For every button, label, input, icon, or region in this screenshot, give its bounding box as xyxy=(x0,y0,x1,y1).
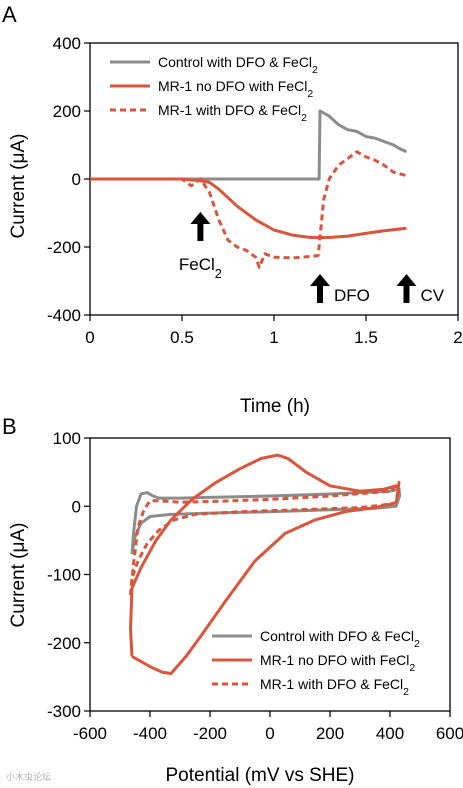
panel-b-series xyxy=(129,453,402,675)
x-tick-label: 1 xyxy=(269,328,278,347)
panel-b-x-axis-title: Potential (mV vs SHE) xyxy=(166,765,355,786)
x-tick-label: -600 xyxy=(73,724,107,743)
series-line-3 xyxy=(90,150,407,269)
panel-b-axes: -600 -400 -200 0 200 400 600 100 0 -100 -200 -300 xyxy=(47,429,463,743)
y-tick-label: 0 xyxy=(72,170,81,189)
panel-b-label: B xyxy=(2,414,17,439)
x-tick-label: 0 xyxy=(85,328,94,347)
legend-label-3: MR-1 with DFO & FeCl2 xyxy=(260,676,409,698)
series-line-1 xyxy=(90,109,408,181)
x-tick-label: 1.5 xyxy=(354,328,378,347)
legend-label-1: Control with DFO & FeCl2 xyxy=(158,54,318,76)
watermark-text: 小木虫论坛 xyxy=(6,771,51,782)
x-tick-label: 400 xyxy=(376,724,404,743)
x-tick-label: 200 xyxy=(316,724,344,743)
panel-a-axes: 0 0.5 1 1.5 2 400 200 0 -200 -400 xyxy=(47,34,463,347)
annotation-arrowhead-1 xyxy=(190,212,211,224)
plot-frame xyxy=(89,437,451,712)
panel-b: B -600 -400 -200 0 200 400 600 100 0 -100 -200 -300… xyxy=(2,414,463,786)
series-line-3 xyxy=(129,480,401,596)
x-tick-label: -400 xyxy=(133,724,167,743)
annotation-arrowhead-3 xyxy=(396,274,417,286)
x-tick-label: 0 xyxy=(265,724,274,743)
annotation-label-1: FeCl2 xyxy=(179,255,222,281)
panel-a-annotations: FeCl2 DFO CV xyxy=(179,212,445,305)
series-line-2 xyxy=(90,177,407,239)
y-tick-label: -300 xyxy=(47,702,81,721)
legend-label-3: MR-1 with DFO & FeCl2 xyxy=(158,102,307,124)
legend-label-1: Control with DFO & FeCl2 xyxy=(260,628,420,650)
x-tick-label: -200 xyxy=(193,724,227,743)
x-tick-label: 2 xyxy=(453,328,462,347)
y-tick-label: 100 xyxy=(53,429,81,448)
x-tick-label: 600 xyxy=(436,724,463,743)
panel-a-x-axis-title: Time (h) xyxy=(240,396,310,417)
x-tick-label: 0.5 xyxy=(170,328,194,347)
series-line-1 xyxy=(130,487,402,555)
panel-b-y-axis-title: Current (μA) xyxy=(8,523,29,628)
y-tick-label: -200 xyxy=(47,238,81,257)
annotation-label-2: DFO xyxy=(334,286,370,305)
panel-a-y-axis-title: Current (μA) xyxy=(8,134,29,239)
series-line-2 xyxy=(129,453,401,675)
y-tick-label: -200 xyxy=(47,634,81,653)
y-tick-label: 400 xyxy=(53,34,81,53)
panel-a-series xyxy=(90,109,408,269)
panel-a-label: A xyxy=(2,2,17,27)
y-tick-label: 0 xyxy=(72,497,81,516)
annotation-label-3: CV xyxy=(420,286,444,305)
y-tick-label: -100 xyxy=(47,566,81,585)
y-tick-label: 200 xyxy=(53,102,81,121)
panel-a: A 0 0.5 1 1.5 2 400 200 0 -200 -400 Time (h) Curr… xyxy=(2,2,463,417)
annotation-arrowhead-2 xyxy=(310,274,330,286)
legend-label-2: MR-1 no DFO with FeCl2 xyxy=(158,78,313,100)
y-tick-label: -400 xyxy=(47,306,81,325)
legend-label-2: MR-1 no DFO with FeCl2 xyxy=(260,652,415,674)
